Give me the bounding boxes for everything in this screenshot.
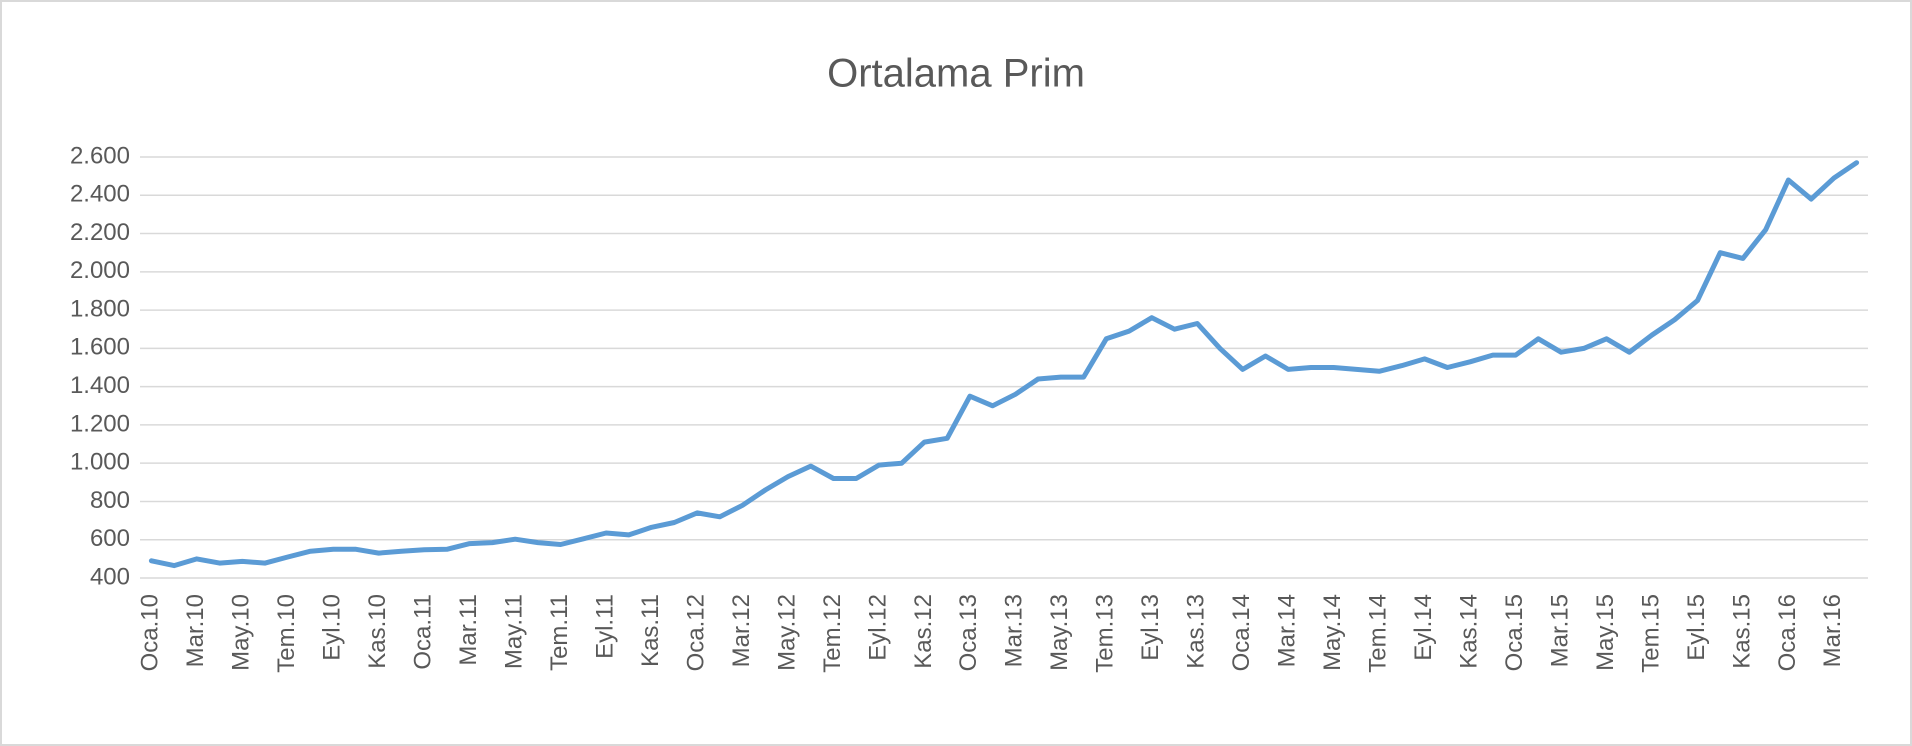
x-tick-label: Tem.11 (546, 594, 573, 671)
x-tick-label: Mar.13 (1001, 594, 1028, 667)
x-tick-label: Oca.10 (137, 594, 164, 671)
x-tick-label: May.11 (501, 594, 528, 669)
x-tick-label: Eyl.12 (864, 594, 891, 661)
x-tick-label: Mar.16 (1819, 594, 1846, 667)
x-tick-label: Kas.10 (364, 594, 391, 669)
x-tick-label: Kas.12 (910, 594, 937, 669)
y-tick-label: 2.600 (70, 142, 130, 169)
y-tick-label: 1.600 (70, 334, 130, 361)
x-tick-label: Eyl.13 (1137, 594, 1164, 661)
x-tick-label: Mar.14 (1274, 594, 1301, 667)
x-tick-label: May.15 (1592, 594, 1619, 671)
y-tick-label: 2.400 (70, 181, 130, 208)
y-tick-label: 400 (90, 563, 130, 590)
y-tick-label: 800 (90, 487, 130, 514)
x-tick-label: Oca.13 (955, 594, 982, 671)
x-tick-label: Eyl.10 (319, 594, 346, 661)
x-tick-label: Tem.14 (1365, 594, 1392, 673)
x-tick-label: May.13 (1046, 594, 1073, 671)
x-tick-label: Eyl.15 (1683, 594, 1710, 661)
y-tick-label: 2.000 (70, 257, 130, 284)
x-tick-label: May.14 (1319, 594, 1346, 671)
x-tick-label: May.12 (773, 594, 800, 671)
x-tick-label: Mar.15 (1546, 594, 1573, 667)
y-tick-label: 600 (90, 525, 130, 552)
chart-title: Ortalama Prim (827, 52, 1085, 96)
x-tick-label: Oca.16 (1774, 594, 1801, 671)
x-tick-label: Oca.14 (1228, 594, 1255, 671)
x-tick-label: Tem.15 (1637, 594, 1664, 673)
x-tick-label: Tem.10 (273, 594, 300, 673)
y-tick-label: 1.800 (70, 295, 130, 322)
y-tick-label: 2.200 (70, 219, 130, 246)
x-tick-label: Tem.13 (1092, 594, 1119, 673)
x-tick-label: Kas.14 (1455, 594, 1482, 669)
x-tick-label: Kas.13 (1183, 594, 1210, 669)
x-tick-label: Eyl.14 (1410, 594, 1437, 661)
y-tick-label: 1.200 (70, 410, 130, 437)
x-tick-label: Oca.15 (1501, 594, 1528, 671)
x-tick-label: Eyl.11 (591, 594, 618, 659)
data-line (148, 160, 1860, 569)
y-tick-label: 1.000 (70, 449, 130, 476)
y-tick-label: 1.400 (70, 372, 130, 399)
x-tick-label: Tem.12 (819, 594, 846, 673)
x-tick-label: Mar.11 (455, 594, 482, 666)
x-tick-label: Oca.11 (410, 594, 437, 670)
x-tick-label: Kas.15 (1728, 594, 1755, 669)
x-tick-label: Kas.11 (637, 594, 664, 667)
x-tick-label: Mar.10 (182, 594, 209, 667)
x-tick-label: May.10 (228, 594, 255, 671)
x-tick-label: Oca.12 (682, 594, 709, 671)
x-tick-label: Mar.12 (728, 594, 755, 667)
